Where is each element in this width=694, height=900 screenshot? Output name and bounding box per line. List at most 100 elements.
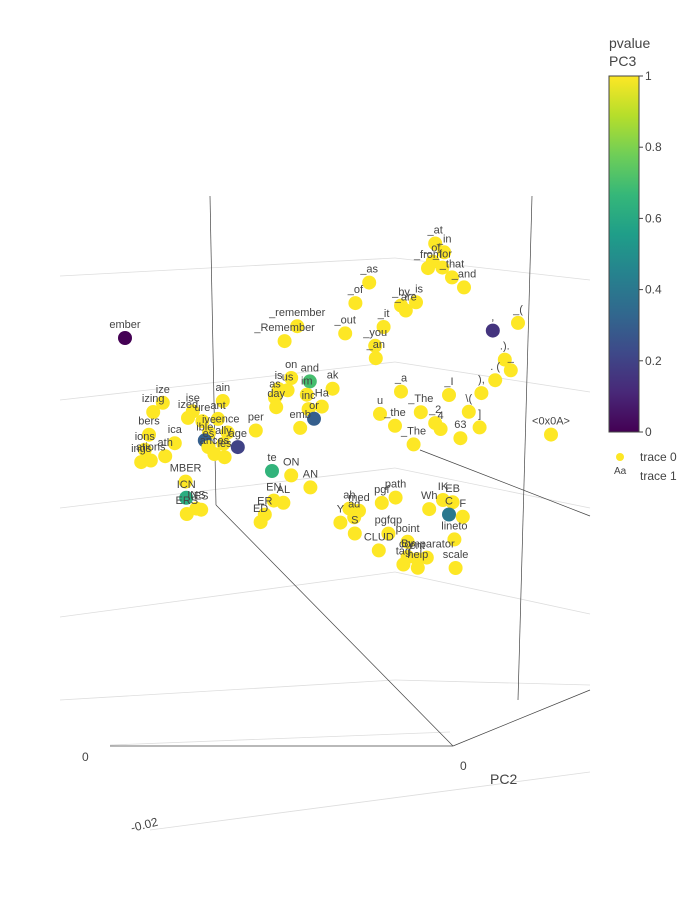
scatter-point[interactable] [455,509,470,524]
scatter-point[interactable] [396,557,411,572]
scatter-point[interactable] [409,295,423,310]
point-label: ized [178,399,198,411]
scatter-point[interactable] [302,374,317,389]
scatter-point[interactable] [400,534,415,549]
scatter-point[interactable] [421,261,435,276]
scatter-point[interactable] [146,405,161,419]
scatter-point[interactable] [373,406,387,421]
scatter-point[interactable] [290,319,305,334]
point-label: AN [303,468,318,480]
scatter-point[interactable] [280,383,295,398]
scatter-point[interactable] [137,442,152,457]
scatter-point[interactable] [474,386,489,401]
scatter-point[interactable] [142,427,156,442]
scatter-point[interactable] [497,352,512,367]
scatter-point[interactable] [394,384,408,399]
scatter-point[interactable] [179,490,194,505]
scatter-point[interactable] [158,449,173,464]
scatter-point[interactable] [388,490,403,505]
scatter-point[interactable] [453,431,468,446]
scatter-point[interactable] [448,561,463,575]
scatter-point[interactable] [303,480,318,495]
scatter-point[interactable] [371,543,386,558]
scatter-point[interactable] [211,411,225,426]
scatter-point[interactable] [178,474,193,489]
scatter-point[interactable] [368,338,383,353]
scatter-point[interactable] [406,437,421,452]
scatter-point[interactable] [511,315,525,330]
scatter-point[interactable] [368,351,383,366]
scatter-point[interactable] [220,425,235,440]
scatter-point[interactable] [276,495,291,510]
scatter-point[interactable] [376,320,391,334]
scatter-point[interactable] [215,394,230,408]
scatter-point[interactable] [472,420,487,435]
scatter-point[interactable] [134,455,149,470]
colorbar-title-line1: pvalue [609,35,650,51]
scatter-point[interactable] [293,420,308,435]
legend-entry-trace-1[interactable]: trace 1 [640,469,677,483]
scatter-point[interactable] [381,526,396,541]
scatter-point[interactable] [118,331,132,345]
point-label: pgfqp [375,515,403,527]
scatter-point[interactable] [433,422,448,436]
scatter-point[interactable] [269,400,284,415]
scatter-point[interactable] [352,503,366,518]
scatter-point[interactable] [398,303,413,318]
point-label: ally [215,425,232,437]
scatter-point[interactable] [248,423,263,438]
scatter-point[interactable] [503,363,518,378]
scatter-point[interactable] [447,532,462,547]
scatter-point[interactable] [194,502,209,517]
scatter-point[interactable] [307,411,321,426]
scatter-point[interactable] [347,526,362,541]
scatter-point[interactable] [230,440,245,455]
scatter-point[interactable] [167,436,182,451]
scatter-point[interactable] [284,468,299,483]
scatter-point[interactable] [442,507,456,522]
scatter-point[interactable] [333,515,348,530]
scatter-point[interactable] [299,387,314,402]
point-label: EB [445,483,460,495]
scatter-point[interactable] [437,245,452,260]
scatter-point[interactable] [435,260,450,275]
scatter-point[interactable] [338,326,353,341]
legend-marker-circle[interactable] [616,453,624,461]
scatter-point[interactable] [179,507,194,521]
trace-0-markers[interactable] [118,236,558,576]
scatter-point[interactable] [461,404,476,419]
scatter-point[interactable] [253,515,268,530]
scatter-point[interactable] [422,502,437,517]
legend-entry-trace-0[interactable]: trace 0 [640,450,677,464]
scatter-point[interactable] [284,371,299,385]
scatter-point[interactable] [362,275,377,290]
scatter-point[interactable] [348,296,363,311]
scatter-point[interactable] [428,236,443,251]
scatter-point[interactable] [413,405,428,420]
scatter-point[interactable] [485,323,500,338]
point-label: _of [347,284,364,296]
scatter-point[interactable] [195,414,210,429]
x-axis-tick-label: -0.02 [129,815,159,835]
scatter-point[interactable] [265,464,279,478]
point-label: _the [383,407,405,419]
scatter-point[interactable] [457,280,471,295]
scatter-point[interactable] [216,436,231,451]
point-label: 63 [454,419,466,431]
scatter-point[interactable] [325,381,340,396]
scatter-point[interactable] [388,418,402,433]
scatter-point[interactable] [181,410,195,425]
scatter-point[interactable] [544,427,558,442]
scatter-point[interactable] [445,270,459,285]
scatter-point[interactable] [442,388,456,402]
scatter-point[interactable] [155,395,170,410]
scatter-point[interactable] [314,399,329,414]
scatter-point[interactable] [374,495,389,510]
scatter-point[interactable] [410,552,425,567]
scatter-point[interactable] [217,450,232,465]
scatter-point[interactable] [488,373,503,388]
scatter-point[interactable] [277,334,292,349]
scatter-point[interactable] [445,495,460,510]
grid-line [394,571,591,615]
